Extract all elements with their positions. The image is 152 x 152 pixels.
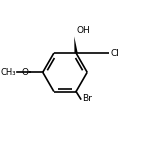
Text: O: O [22,68,29,77]
Text: OH: OH [76,26,90,35]
Polygon shape [74,36,78,53]
Text: Cl: Cl [110,48,119,58]
Text: Br: Br [82,94,92,104]
Text: CH₃: CH₃ [0,68,16,77]
